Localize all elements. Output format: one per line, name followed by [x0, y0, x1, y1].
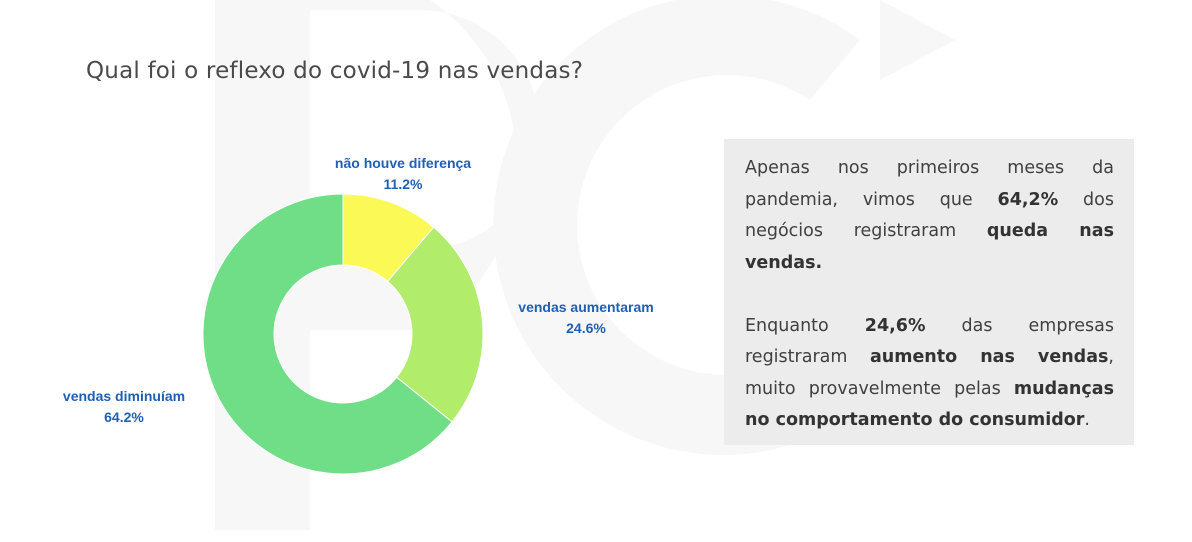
label-category: vendas aumentaram [518, 299, 654, 315]
p2-run-2: das empresas registraram [745, 315, 1114, 368]
donut-slice-1 [386, 226, 484, 423]
donut-chart: não houve diferença 11.2% vendas aumenta… [46, 153, 666, 475]
p2-run-4: , muito provavelmente pelas [745, 347, 1114, 399]
label-category: não houve diferença [334, 155, 472, 171]
donut-slice-2 [202, 193, 453, 475]
label-vendas-aumentaram: vendas aumentaram 24.6% [506, 297, 666, 339]
donut-svg [202, 193, 484, 475]
page-title: Qual foi o reflexo do covid-19 nas venda… [86, 58, 584, 84]
p1-run-3: queda nas vendas. [745, 221, 1114, 273]
summary-paragraph-2: Enquanto 24,6% das empresas registraram … [745, 311, 1114, 437]
label-vendas-diminuiam: vendas diminuíam 64.2% [46, 386, 202, 428]
p1-run-0: Apenas nos primeiros meses da pandemia, … [745, 158, 1114, 210]
label-category: vendas diminuíam [62, 388, 186, 404]
label-value: 64.2% [104, 409, 144, 425]
p2-run-5: mudanças no comportamento do consumidor [745, 378, 1114, 431]
summary-paragraph-1: Apenas nos primeiros meses da pandemia, … [745, 153, 1114, 279]
p2-run-0: Enquanto [745, 315, 865, 336]
p1-run-2: dos negócios registraram [745, 189, 1114, 242]
p2-run-3: aumento nas vendas [869, 347, 1109, 367]
p1-run-1: 64,2% [997, 189, 1059, 210]
label-value: 24.6% [566, 320, 606, 336]
label-nao-houve-diferenca: não houve diferença 11.2% [320, 153, 486, 195]
label-value: 11.2% [383, 176, 423, 192]
summary-textbox: Apenas nos primeiros meses da pandemia, … [724, 139, 1134, 445]
p2-run-1: 24,6% [864, 315, 926, 336]
p2-run-6: . [1084, 410, 1090, 430]
